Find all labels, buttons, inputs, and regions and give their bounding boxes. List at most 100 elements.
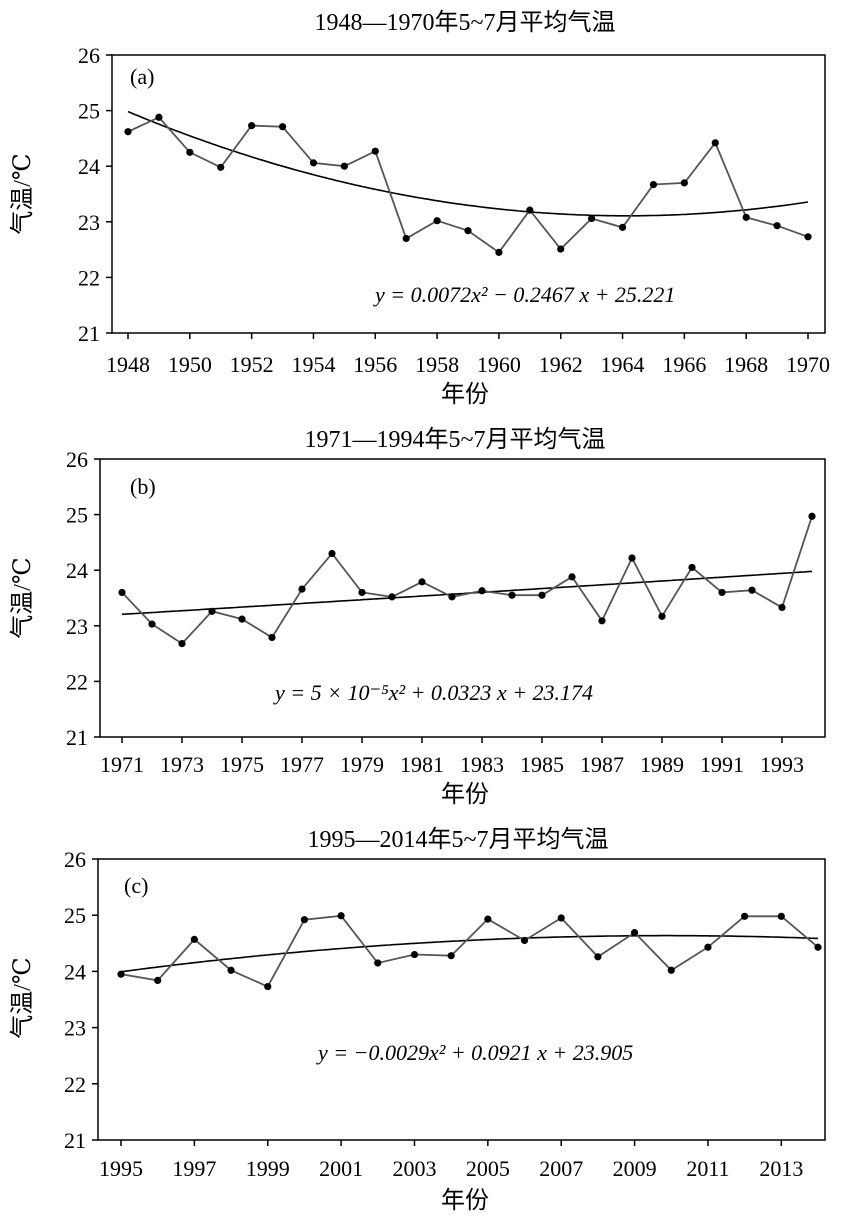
panel-c-data-point xyxy=(557,914,565,922)
panel-a-y-tick-label: 25 xyxy=(78,99,100,124)
panel-a-y-tick-label: 26 xyxy=(78,43,100,68)
panel-b-data-point xyxy=(478,587,486,595)
panel-c-plot: 21 22 23 24 25 26 1995 1997 1999 2001 2003 2005 2007… xyxy=(64,847,822,1181)
panel-b-data-point xyxy=(448,593,456,601)
panel-b-title: 1971—1994年5~7月平均气温 xyxy=(305,426,606,453)
panel-c-y-axis-label: 气温/℃ xyxy=(9,957,36,1039)
panel-a-equation: y = 0.0072x² − 0.2467 x + 25.221 xyxy=(373,282,675,307)
panel-b-data-point xyxy=(718,588,726,597)
panel-b-data-point xyxy=(118,588,126,597)
panel-c-data-point xyxy=(154,976,162,984)
panel-c-data-point xyxy=(484,915,492,923)
panel-b-y-tick-label: 21 xyxy=(66,725,88,750)
panel-b-y-tick-label: 23 xyxy=(66,614,88,639)
panel-a-x-tick-label: 1950 xyxy=(168,352,212,377)
panel-c-data-point xyxy=(264,982,272,991)
panel-a-data-point xyxy=(588,214,596,223)
panel-c-y-tick-label: 21 xyxy=(64,1128,86,1153)
panel-c-x-tick-label: 2013 xyxy=(759,1156,803,1181)
panel-b-x-tick-label: 1981 xyxy=(400,752,444,777)
panel-c-data-point xyxy=(630,929,639,937)
panel-a-x-tick-label: 1954 xyxy=(291,352,335,377)
panel-a-y-tick-label: 22 xyxy=(78,265,100,290)
panel-a-data-point xyxy=(186,148,194,156)
panel-c-tag: (c) xyxy=(124,873,148,898)
panel-b-data-point xyxy=(388,593,396,601)
panel-a-y-tick-label: 23 xyxy=(78,210,100,235)
panel-b-x-tick-label: 1973 xyxy=(160,752,204,777)
panel-c-y-tick-label: 26 xyxy=(64,847,86,872)
panel-b-data-point xyxy=(178,639,186,648)
panel-a-x-tick-label: 1964 xyxy=(601,352,645,377)
panel-c-data-point xyxy=(594,953,602,961)
panel-b-trendline xyxy=(121,570,813,616)
panel-b-equation: y = 5 × 10⁻⁵x² + 0.0323 x + 23.174 xyxy=(273,680,593,705)
panel-a-data-point xyxy=(278,123,287,131)
panel-a-data-point xyxy=(742,213,750,221)
panel-a-y-tick-label: 24 xyxy=(78,154,100,179)
panel-a-tag: (a) xyxy=(130,64,154,89)
panel-c-data-point xyxy=(337,912,345,920)
panel-a-x-tick-label: 1960 xyxy=(477,352,521,377)
panel-b-data-point xyxy=(628,554,636,562)
panel-b-data-point xyxy=(688,563,696,572)
panel-c-x-tick-label: 2009 xyxy=(613,1156,657,1181)
panel-b-y-tick-label: 22 xyxy=(66,669,88,694)
panel-b-data-point xyxy=(508,591,516,599)
panel-c-data-point xyxy=(520,936,529,945)
panel-a-x-tick-label: 1962 xyxy=(539,352,583,377)
panel-c-title: 1995—2014年5~7月平均气温 xyxy=(308,826,609,853)
panel-b-data-point xyxy=(658,612,666,620)
panel-b-data-point xyxy=(598,617,606,625)
panel-c-x-tick-label: 1999 xyxy=(246,1156,290,1181)
panel-a-data-point xyxy=(124,128,132,136)
panel-b-data-point xyxy=(328,549,336,558)
panel-a-x-tick-label: 1958 xyxy=(415,352,459,377)
panel-c-data-point xyxy=(741,912,749,920)
panel-c-x-axis-label: 年份 xyxy=(441,1187,489,1214)
panel-a-data-point xyxy=(711,139,719,147)
panel-c-x-tick-label: 2001 xyxy=(319,1156,363,1181)
panel-b-data-point xyxy=(568,573,576,581)
panel-a-data-point xyxy=(433,217,441,225)
panel-a: 1948—1970年5~7月平均气温 (a) 气温/℃ 年份 y = 0.007… xyxy=(9,9,830,408)
panel-b-x-tick-label: 1971 xyxy=(100,752,144,777)
panel-c-data-point xyxy=(227,966,235,974)
panel-b-series-line xyxy=(121,516,813,645)
panel-b-x-tick-label: 1993 xyxy=(760,752,804,777)
panel-b-data-point xyxy=(298,585,306,593)
panel-c-data-point xyxy=(447,952,455,960)
panel-b-y-axis-label: 气温/℃ xyxy=(9,557,36,639)
panel-b-x-tick-label: 1991 xyxy=(700,752,744,777)
panel-c-data-point xyxy=(667,966,675,974)
panel-c-y-tick-label: 23 xyxy=(64,1016,86,1041)
panel-b-x-axis-label: 年份 xyxy=(441,781,489,808)
panel-b-plot: 21 22 23 24 25 26 1971 1973 1975 1977 1979 1981 1983… xyxy=(66,447,816,777)
panel-b-data-point xyxy=(538,591,546,599)
panel-c: 1995—2014年5~7月平均气温 (c) 气温/℃ 年份 y = −0.00… xyxy=(9,826,826,1214)
panel-b-y-tick-label: 25 xyxy=(66,503,88,528)
panel-c-data-point xyxy=(190,935,198,943)
panel-a-x-tick-label: 1952 xyxy=(230,352,274,377)
panel-b-y-tick-label: 24 xyxy=(66,558,88,583)
panel-b-x-tick-label: 1983 xyxy=(460,752,504,777)
panel-c-x-tick-label: 2005 xyxy=(466,1156,510,1181)
panel-a-data-point xyxy=(464,227,472,235)
panel-c-series-line xyxy=(120,914,819,988)
panel-b-data-point xyxy=(148,620,156,628)
panel-a-data-point xyxy=(248,122,256,130)
panel-b-data-point xyxy=(238,615,246,623)
panel-b-x-tick-label: 1979 xyxy=(340,752,384,777)
panel-a-x-tick-label: 1970 xyxy=(786,352,830,377)
panel-a-data-point xyxy=(340,162,348,170)
panel-b-frame xyxy=(99,458,826,738)
panel-b: 1971—1994年5~7月平均气温 (b) 气温/℃ 年份 y = 5 × 1… xyxy=(9,426,826,808)
panel-a-data-point xyxy=(804,233,812,241)
panel-a-x-tick-label: 1948 xyxy=(106,352,150,377)
panel-c-data-point xyxy=(410,950,419,959)
panel-a-x-tick-label: 1966 xyxy=(662,352,706,377)
panel-b-x-tick-label: 1977 xyxy=(280,752,324,777)
panel-a-x-axis-label: 年份 xyxy=(441,381,489,408)
panel-c-data-point xyxy=(777,912,785,920)
